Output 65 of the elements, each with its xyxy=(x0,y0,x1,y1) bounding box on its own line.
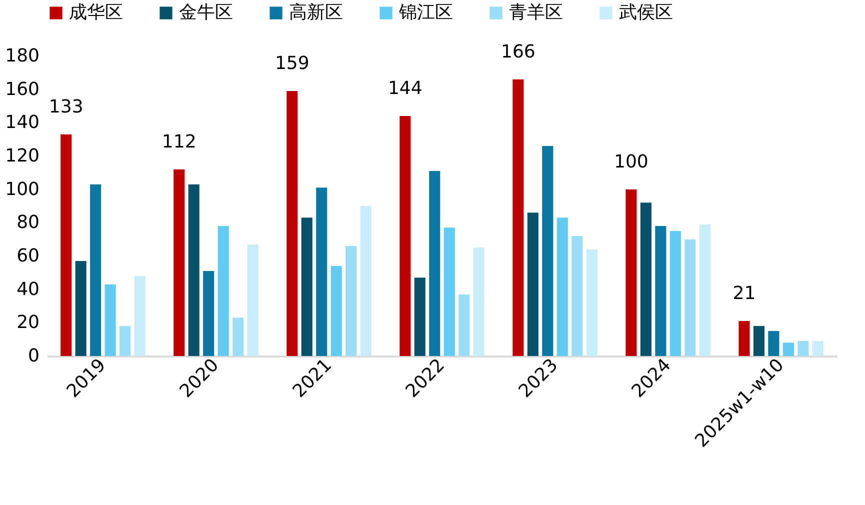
bar xyxy=(542,146,554,356)
bar xyxy=(120,326,131,356)
data-label: 112 xyxy=(162,131,196,152)
bar xyxy=(684,239,696,356)
data-label: 133 xyxy=(48,96,84,118)
legend-label: 武侯区 xyxy=(619,2,673,23)
legend-label: 锦江区 xyxy=(398,2,453,23)
y-tick-label: 160 xyxy=(5,78,40,100)
bar xyxy=(798,341,809,356)
bar xyxy=(247,244,258,356)
y-tick-label: 0 xyxy=(28,346,40,366)
bar xyxy=(60,134,72,356)
bar xyxy=(753,326,764,356)
bar xyxy=(346,246,357,356)
legend-label: 青羊区 xyxy=(509,2,563,23)
bar xyxy=(626,189,637,356)
legend-label: 高新区 xyxy=(289,2,343,23)
legend-label: 成华区 xyxy=(69,2,123,23)
bar xyxy=(414,278,426,356)
y-tick-label: 60 xyxy=(16,246,40,266)
bar xyxy=(104,284,116,356)
bar xyxy=(527,212,538,356)
y-tick-label: 80 xyxy=(16,212,40,234)
bar xyxy=(473,248,484,356)
bar xyxy=(429,171,440,356)
data-label: 100 xyxy=(614,151,648,172)
bar xyxy=(218,226,229,356)
bar xyxy=(330,266,342,356)
y-tick-label: 40 xyxy=(16,278,40,300)
bar xyxy=(640,202,652,356)
data-label: 166 xyxy=(500,41,536,62)
data-label: 21 xyxy=(732,283,756,304)
y-tick-label: 120 xyxy=(5,146,40,166)
bar xyxy=(699,224,710,356)
bar xyxy=(444,228,455,356)
y-tick-label: 180 xyxy=(5,46,40,66)
bar xyxy=(782,342,794,356)
bar xyxy=(174,169,185,356)
legend-label: 金牛区 xyxy=(179,2,233,23)
y-tick-label: 140 xyxy=(5,112,40,134)
bar xyxy=(738,321,750,356)
bar xyxy=(586,249,598,356)
bar xyxy=(670,231,681,356)
bar xyxy=(360,206,372,356)
bar xyxy=(316,188,328,356)
y-tick-label: 100 xyxy=(5,178,40,200)
bar xyxy=(458,294,470,356)
bar xyxy=(512,79,524,356)
data-label: 144 xyxy=(388,78,422,99)
bar xyxy=(286,91,298,356)
bar xyxy=(768,331,780,356)
bar xyxy=(232,318,244,356)
bar xyxy=(655,226,666,356)
data-label: 159 xyxy=(274,53,310,74)
bar xyxy=(400,116,411,356)
bar xyxy=(75,261,86,356)
bar xyxy=(812,341,824,356)
bar xyxy=(301,218,312,356)
bar xyxy=(203,271,214,356)
bar xyxy=(556,218,568,356)
bar xyxy=(90,184,102,356)
bar xyxy=(572,236,583,356)
bar xyxy=(134,276,146,356)
bar xyxy=(188,184,200,356)
y-tick-label: 20 xyxy=(16,312,40,334)
